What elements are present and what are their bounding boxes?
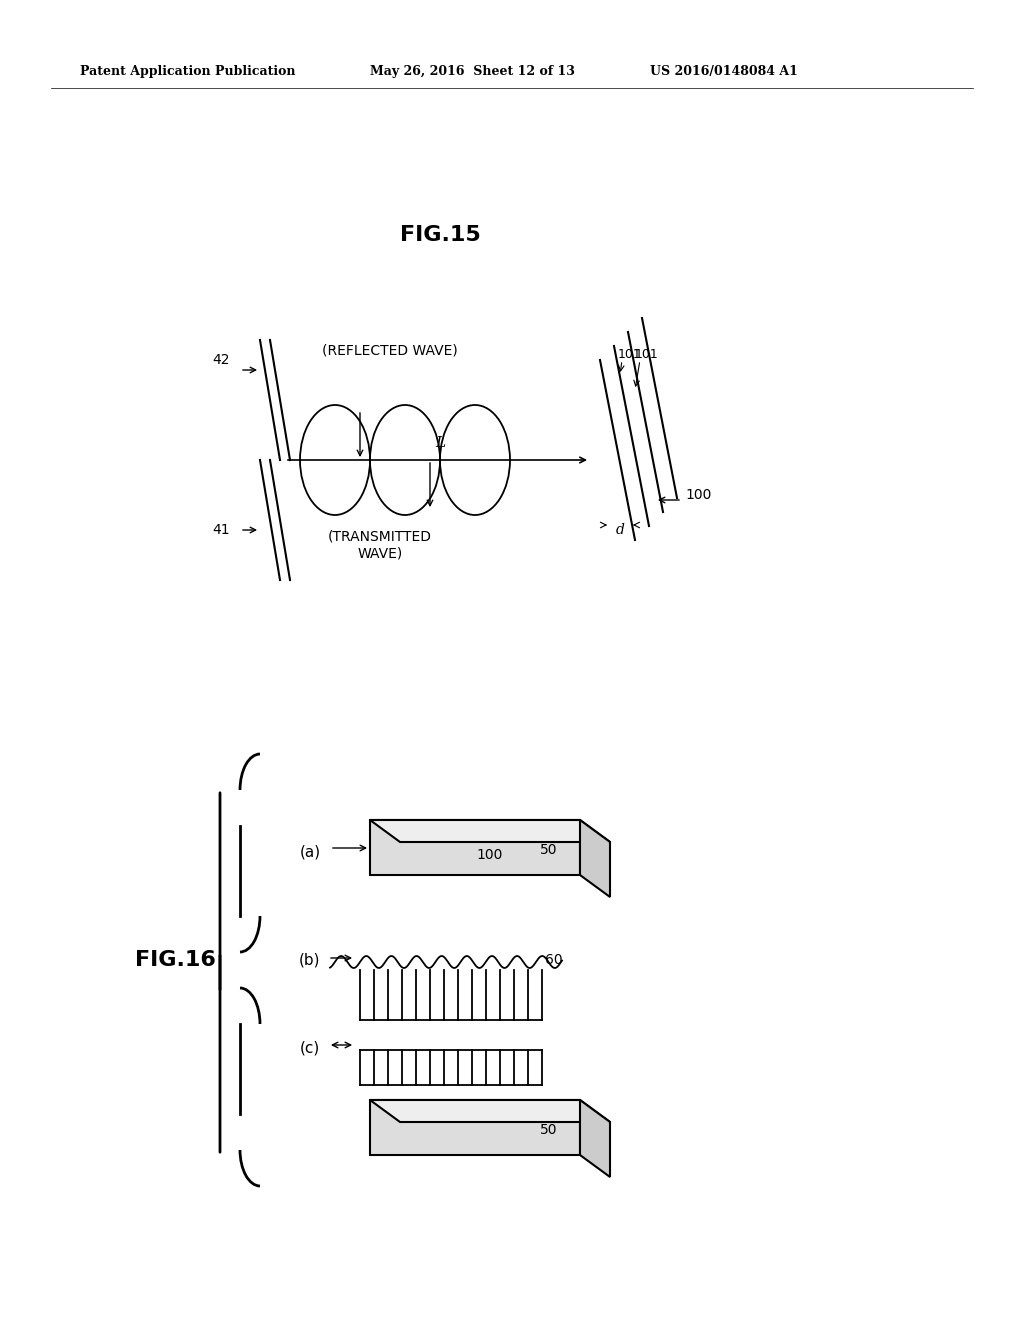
Text: 42: 42 <box>213 352 230 367</box>
Text: 41: 41 <box>212 523 230 537</box>
Polygon shape <box>580 1100 610 1177</box>
Polygon shape <box>370 1100 610 1122</box>
Text: 101: 101 <box>618 348 642 362</box>
Text: 60: 60 <box>545 953 562 968</box>
Polygon shape <box>370 1100 580 1155</box>
Text: Patent Application Publication: Patent Application Publication <box>80 66 296 78</box>
Text: d: d <box>615 523 625 537</box>
Text: US 2016/0148084 A1: US 2016/0148084 A1 <box>650 66 798 78</box>
Polygon shape <box>580 820 610 898</box>
Polygon shape <box>370 820 610 842</box>
Text: 50: 50 <box>540 843 557 857</box>
Text: (TRANSMITTED
WAVE): (TRANSMITTED WAVE) <box>328 529 432 560</box>
Text: 50: 50 <box>540 1123 557 1137</box>
Polygon shape <box>370 820 580 875</box>
Text: (a): (a) <box>299 845 321 859</box>
Text: 100: 100 <box>685 488 712 502</box>
Text: L: L <box>435 436 445 450</box>
Text: FIG.15: FIG.15 <box>399 224 480 246</box>
Text: May 26, 2016  Sheet 12 of 13: May 26, 2016 Sheet 12 of 13 <box>370 66 574 78</box>
Text: FIG.16: FIG.16 <box>134 950 215 970</box>
Text: 101: 101 <box>635 348 658 362</box>
Text: (b): (b) <box>299 953 321 968</box>
Text: (REFLECTED WAVE): (REFLECTED WAVE) <box>323 343 458 356</box>
Text: 100: 100 <box>477 847 503 862</box>
Text: (c): (c) <box>300 1040 321 1056</box>
